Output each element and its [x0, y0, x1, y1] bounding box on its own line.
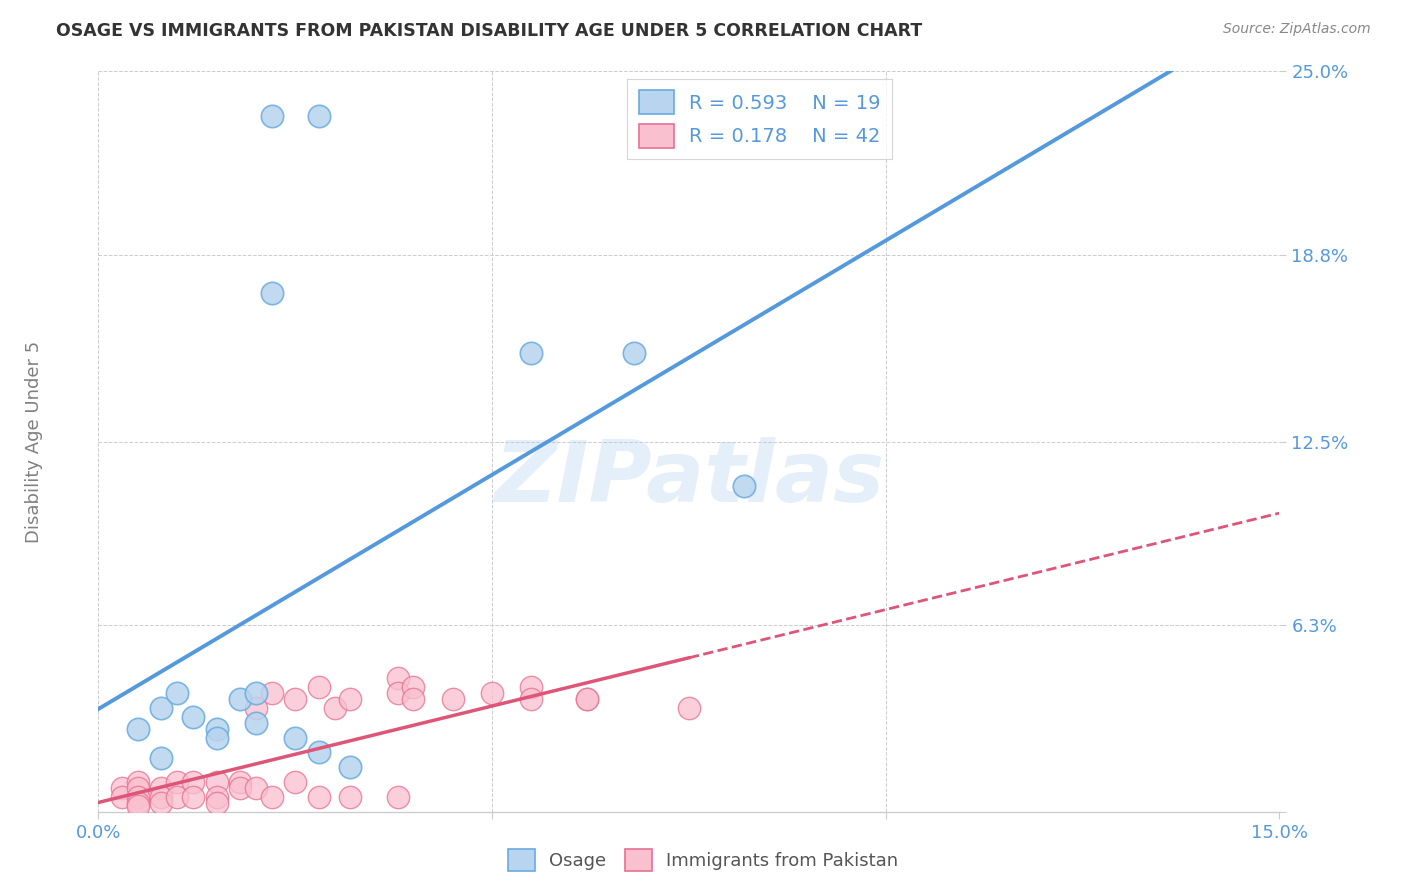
Point: [127, 796, 149, 810]
Point: [402, 681, 425, 695]
Point: [150, 789, 173, 804]
Text: OSAGE VS IMMIGRANTS FROM PAKISTAN DISABILITY AGE UNDER 5 CORRELATION CHART: OSAGE VS IMMIGRANTS FROM PAKISTAN DISABI…: [56, 22, 922, 40]
Point: [205, 731, 228, 745]
Point: [387, 686, 409, 700]
Point: [339, 760, 361, 774]
Point: [166, 686, 188, 700]
Point: [127, 789, 149, 804]
Point: [127, 780, 149, 795]
Point: [481, 686, 503, 700]
Point: [575, 692, 598, 706]
Y-axis label: Disability Age Under 5: Disability Age Under 5: [25, 341, 42, 542]
Legend: R = 0.593    N = 19, R = 0.178    N = 42: R = 0.593 N = 19, R = 0.178 N = 42: [627, 78, 893, 160]
Point: [245, 715, 267, 730]
Point: [308, 109, 330, 123]
Point: [520, 692, 543, 706]
Point: [181, 710, 204, 724]
Point: [127, 775, 149, 789]
Point: [127, 722, 149, 736]
Legend: Osage, Immigrants from Pakistan: Osage, Immigrants from Pakistan: [501, 842, 905, 879]
Point: [323, 701, 346, 715]
Point: [623, 345, 645, 359]
Point: [260, 286, 283, 301]
Point: [520, 345, 543, 359]
Point: [284, 775, 307, 789]
Point: [339, 692, 361, 706]
Point: [229, 775, 252, 789]
Point: [150, 751, 173, 765]
Point: [205, 775, 228, 789]
Point: [166, 775, 188, 789]
Point: [260, 789, 283, 804]
Point: [245, 701, 267, 715]
Point: [205, 722, 228, 736]
Point: [308, 789, 330, 804]
Point: [229, 780, 252, 795]
Point: [520, 681, 543, 695]
Point: [245, 780, 267, 795]
Point: [181, 775, 204, 789]
Point: [229, 692, 252, 706]
Text: ZIPatlas: ZIPatlas: [494, 437, 884, 520]
Point: [150, 796, 173, 810]
Point: [339, 789, 361, 804]
Point: [387, 672, 409, 686]
Point: [402, 692, 425, 706]
Point: [575, 692, 598, 706]
Point: [245, 686, 267, 700]
Point: [166, 789, 188, 804]
Point: [111, 789, 134, 804]
Point: [205, 789, 228, 804]
Point: [284, 692, 307, 706]
Point: [181, 789, 204, 804]
Point: [284, 731, 307, 745]
Point: [205, 796, 228, 810]
Point: [441, 692, 464, 706]
Point: [111, 780, 134, 795]
Point: [260, 109, 283, 123]
Point: [678, 701, 700, 715]
Point: [150, 780, 173, 795]
Point: [387, 789, 409, 804]
Point: [127, 798, 149, 813]
Point: [733, 479, 755, 493]
Point: [308, 681, 330, 695]
Point: [260, 686, 283, 700]
Point: [308, 746, 330, 760]
Text: Source: ZipAtlas.com: Source: ZipAtlas.com: [1223, 22, 1371, 37]
Point: [150, 701, 173, 715]
